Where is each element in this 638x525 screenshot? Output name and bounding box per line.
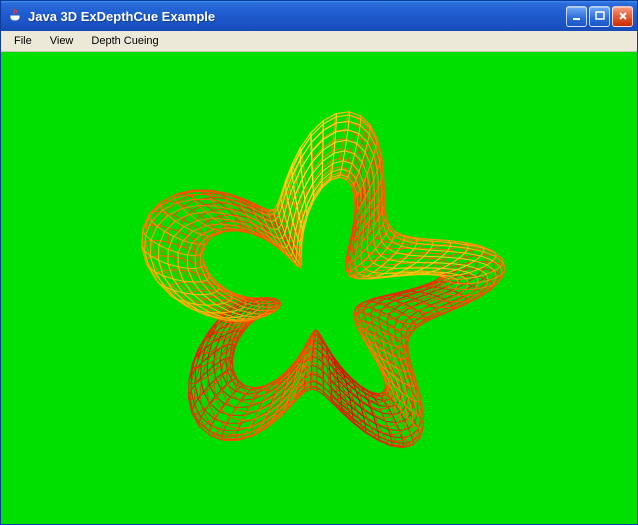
window-control-buttons — [566, 6, 633, 27]
menu-depth-cueing[interactable]: Depth Cueing — [82, 33, 167, 49]
maximize-button[interactable] — [589, 6, 610, 27]
titlebar[interactable]: Java 3D ExDepthCue Example — [1, 1, 637, 31]
close-button[interactable] — [612, 6, 633, 27]
canvas-3d-viewport[interactable] — [1, 52, 637, 524]
java-cup-icon — [7, 8, 23, 24]
menubar: File View Depth Cueing — [1, 31, 637, 52]
menu-file[interactable]: File — [5, 33, 41, 49]
window-title: Java 3D ExDepthCue Example — [28, 9, 566, 24]
menu-view[interactable]: View — [41, 33, 83, 49]
minimize-button[interactable] — [566, 6, 587, 27]
app-window: Java 3D ExDepthCue Example File View Dep… — [0, 0, 638, 525]
